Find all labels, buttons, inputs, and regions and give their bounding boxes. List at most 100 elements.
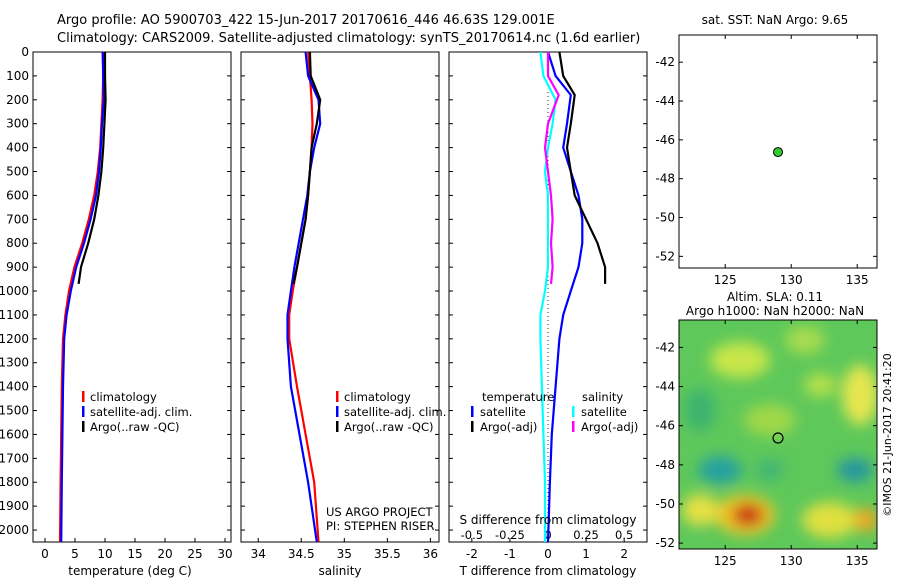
temperature-x-axis: 0 5 10 15 20 25 30 [41, 538, 233, 561]
difference-legend: temperature satellite Argo(-adj) salinit… [471, 390, 638, 434]
series-line [546, 51, 584, 543]
temperature-panel-frame [32, 51, 232, 543]
depth-tick-label: 1600 [0, 427, 29, 441]
legend-label: climatology [344, 390, 411, 404]
map-y-tick-label: -48 [655, 172, 675, 186]
x-tick-label: 20 [157, 547, 172, 561]
x-tick-label: -1 [504, 547, 516, 561]
map-y-tick-label: -44 [655, 94, 675, 108]
series-line [60, 51, 105, 543]
depth-tick-label: 1100 [0, 308, 29, 322]
legend-swatch-satellite [336, 406, 339, 417]
map-y-tick-label: -50 [655, 211, 675, 225]
map-y-tick-label: -52 [655, 249, 675, 263]
legend-swatch-t-satellite [471, 406, 474, 417]
depth-tick-label: 1400 [0, 380, 29, 394]
top-tick-label: 0.5 [615, 528, 633, 542]
depth-tick-label: 1000 [0, 284, 29, 298]
depth-tick-label: 300 [6, 117, 29, 131]
series-line [58, 52, 105, 543]
x-tick-label: 35 [337, 547, 352, 561]
argo-position-ring [772, 432, 784, 444]
x-tick-label: 30 [217, 547, 232, 561]
legend-label: satellite-adj. clim. [344, 405, 446, 419]
salinity-legend: climatology satellite-adj. clim. Argo(..… [326, 390, 446, 533]
legend-label: satellite [581, 405, 627, 419]
map-x-tick-label: 125 [714, 273, 737, 287]
legend-label: satellite-adj. clim. [90, 405, 192, 419]
legend-swatch-s-satellite [572, 406, 575, 417]
depth-tick-label: 400 [6, 141, 29, 155]
depth-tick-label: 800 [6, 236, 29, 250]
series-line [543, 52, 560, 285]
x-tick-label: -2 [466, 547, 478, 561]
difference-top-axis: -0.5 -0.25 0 0.25 0.5 [461, 528, 634, 542]
legend-label: Argo(..raw -QC) [90, 420, 180, 434]
map-x-tick-label: 125 [714, 554, 737, 568]
salinity-series [286, 51, 322, 543]
temperature-xlabel: temperature (deg C) [68, 564, 191, 578]
series-line [292, 51, 322, 285]
sla-map-frame [678, 319, 878, 550]
map-y-tick-label: -48 [655, 458, 675, 472]
depth-tick-label: 900 [6, 260, 29, 274]
legend-swatch-satellite [82, 406, 85, 417]
credit-pi: PI: STEPHEN RISER [326, 519, 435, 533]
top-tick-label: -0.5 [461, 528, 483, 542]
depth-tick-label: 200 [6, 93, 29, 107]
legend-title-temperature: temperature [482, 390, 554, 404]
legend-label: Argo(..raw -QC) [344, 420, 434, 434]
argo-position-marker [773, 147, 784, 158]
map-x-tick-label: 130 [780, 273, 803, 287]
x-tick-label: 0 [41, 547, 49, 561]
depth-tick-label: 1700 [0, 451, 29, 465]
map-x-tick-label: 130 [780, 554, 803, 568]
map-y-tick-label: -46 [655, 133, 675, 147]
series-line [77, 52, 107, 285]
imos-stamp: ©IMOS 21-Jun-2017 20:41:20 [881, 353, 894, 517]
depth-axis: 0 100 200 300 400 500 600 700 800 900 1000 1100 1200… [0, 45, 647, 537]
sla-map-axes: -42 -44 -46 -48 -50 -52 125 130 135 [655, 320, 877, 568]
depth-tick-label: 1500 [0, 404, 29, 418]
map-y-tick-label: -46 [655, 419, 675, 433]
x-tick-label: 2 [620, 547, 628, 561]
sla-heatmap [679, 320, 877, 549]
map-y-tick-label: -52 [655, 536, 675, 550]
x-tick-label: 35.5 [374, 547, 401, 561]
x-tick-label: 5 [71, 547, 79, 561]
series-line [558, 51, 607, 284]
legend-label: climatology [90, 390, 157, 404]
salinity-panel-frame [240, 51, 440, 543]
x-tick-label: 0 [544, 547, 552, 561]
difference-top-label: S difference from climatology [460, 513, 637, 527]
header-line2: Climatology: CARS2009. Satellite-adjuste… [57, 31, 640, 46]
temperature-series [58, 51, 107, 543]
legend-swatch-climatology [336, 391, 339, 402]
map-y-tick-label: -42 [655, 55, 675, 69]
depth-tick-label: 0 [21, 45, 29, 59]
legend-swatch-argo [336, 421, 339, 432]
top-tick-label: -0.25 [495, 528, 525, 542]
depth-tick-label: 1900 [0, 499, 29, 513]
map-y-tick-label: -50 [655, 497, 675, 511]
x-tick-label: 34 [251, 547, 266, 561]
top-tick-label: 0.25 [573, 528, 599, 542]
sst-map-title: sat. SST: NaN Argo: 9.65 [702, 13, 849, 27]
sla-map-title1: Altim. SLA: 0.11 [727, 290, 823, 304]
x-tick-label: 34.5 [288, 547, 315, 561]
depth-tick-label: 1300 [0, 356, 29, 370]
temperature-legend: climatology satellite-adj. clim. Argo(..… [82, 390, 192, 434]
salinity-xlabel: salinity [318, 564, 361, 578]
legend-swatch-t-argo [471, 421, 474, 432]
x-tick-label: 36 [423, 547, 438, 561]
legend-title-salinity: salinity [582, 390, 623, 404]
header-line1: Argo profile: AO 5900703_422 15-Jun-2017… [57, 13, 555, 28]
series-line [288, 51, 320, 543]
sst-map-axes: -42 -44 -46 -48 -50 -52 125 130 135 [655, 35, 877, 287]
depth-tick-label: 700 [6, 212, 29, 226]
depth-tick-label: 100 [6, 69, 29, 83]
difference-series [539, 51, 607, 543]
sla-map-title2: Argo h1000: NaN h2000: NaN [686, 304, 864, 318]
legend-label: Argo(-adj) [480, 420, 537, 434]
